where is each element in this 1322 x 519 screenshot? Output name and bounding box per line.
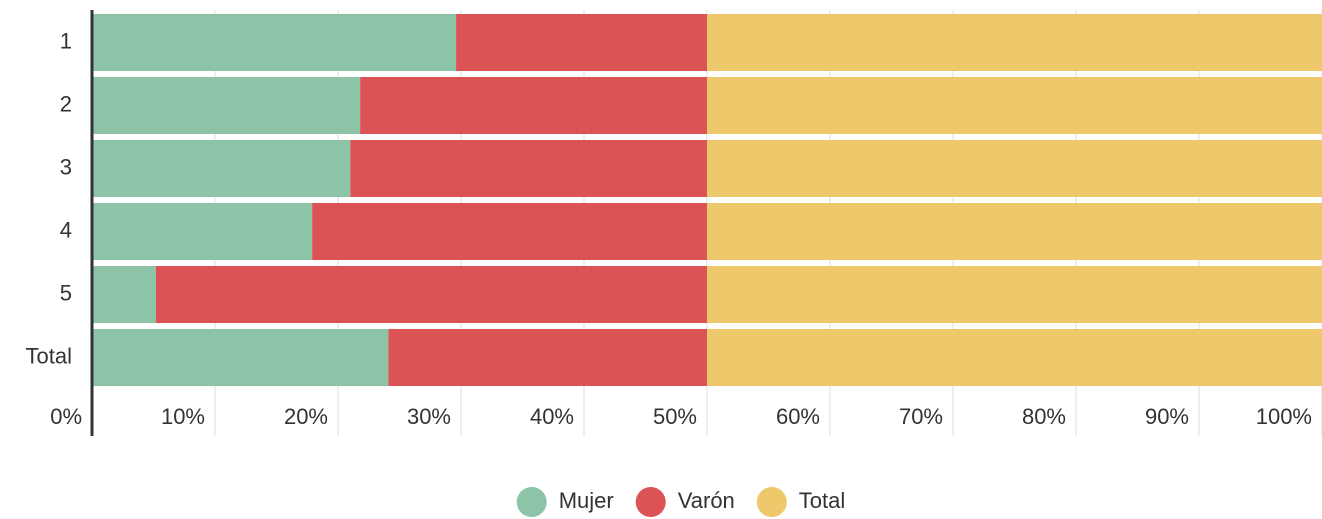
y-tick-label: 2 xyxy=(60,91,72,116)
x-tick-label: 30% xyxy=(407,404,451,429)
y-tick-label: 5 xyxy=(60,280,72,305)
bar-segment xyxy=(92,140,351,197)
y-tick-label: Total xyxy=(26,343,72,368)
bar-segment xyxy=(312,203,707,260)
y-tick-label: 1 xyxy=(60,28,72,53)
legend-label: Varón xyxy=(678,488,735,513)
x-tick-label: 20% xyxy=(284,404,328,429)
x-tick-label: 40% xyxy=(530,404,574,429)
bar-segment xyxy=(360,77,707,134)
x-tick-label: 0% xyxy=(50,404,82,429)
legend-swatch xyxy=(516,487,547,517)
x-tick-label: 100% xyxy=(1256,404,1312,429)
x-tick-label: 80% xyxy=(1022,404,1066,429)
bar-segment xyxy=(350,140,707,197)
bar-segment xyxy=(707,14,1322,71)
bar-segment xyxy=(92,329,389,386)
y-tick-label: 4 xyxy=(60,217,72,242)
bar-segment xyxy=(707,77,1322,134)
x-tick-label: 90% xyxy=(1145,404,1189,429)
x-tick-label: 60% xyxy=(776,404,820,429)
x-tick-label: 70% xyxy=(899,404,943,429)
bar-segment xyxy=(92,77,361,134)
bar-segment xyxy=(92,266,156,323)
bar-segment xyxy=(456,14,707,71)
legend-label: Total xyxy=(799,488,845,513)
legend-swatch xyxy=(635,487,666,517)
legend-swatch xyxy=(756,487,787,517)
legend-item: Mujer xyxy=(516,487,614,517)
legend-item: Total xyxy=(756,487,845,517)
bar-segment xyxy=(92,14,457,71)
bar-segment xyxy=(388,329,707,386)
x-tick-label: 10% xyxy=(161,404,205,429)
bar-segment xyxy=(707,329,1322,386)
bar-segment xyxy=(707,266,1322,323)
bar-segment xyxy=(707,203,1322,260)
legend-label: Mujer xyxy=(559,488,614,513)
bar-segment xyxy=(155,266,707,323)
bar-segment xyxy=(92,203,313,260)
y-tick-label: 3 xyxy=(60,154,72,179)
x-tick-label: 50% xyxy=(653,404,697,429)
bar-segment xyxy=(707,140,1322,197)
legend-item: Varón xyxy=(635,487,735,517)
